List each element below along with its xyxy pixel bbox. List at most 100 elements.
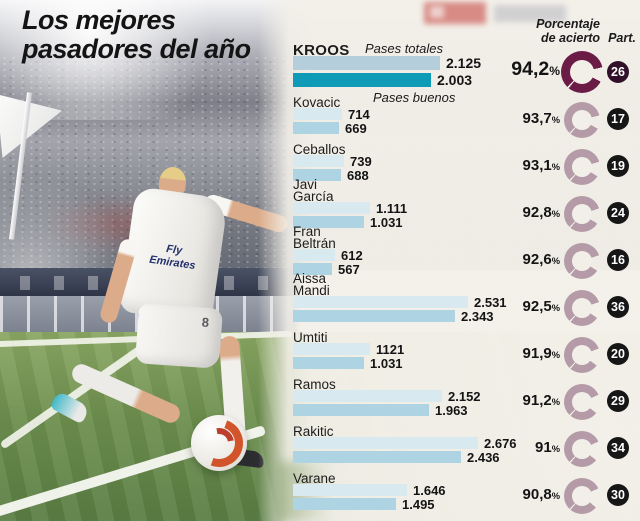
value-pases-buenos: 2.343 xyxy=(461,309,494,324)
value-pases-totales: 1.646 xyxy=(413,483,446,498)
shirt-sponsor-text: Fly Emirates xyxy=(125,238,221,277)
participation-badge: 19 xyxy=(607,155,629,177)
value-pases-totales: 714 xyxy=(348,107,370,122)
player-row: Ramos 2.152 1.963 91,2% 29 xyxy=(285,377,640,424)
value-pases-buenos: 2.003 xyxy=(437,72,473,88)
value-pases-totales: 2.125 xyxy=(446,55,482,71)
player-name: Umtiti xyxy=(293,329,328,345)
bar-pases-totales xyxy=(293,202,370,214)
player-shirt: Fly Emirates xyxy=(118,186,229,324)
bar-pases-buenos xyxy=(293,498,396,510)
accuracy-donut-icon xyxy=(564,478,600,514)
accuracy-header-line2: de acierto xyxy=(540,30,600,45)
legend-pases-totales: Pases totales xyxy=(364,41,443,56)
accuracy-percentage: 91,2% xyxy=(522,392,560,409)
bar-pases-buenos xyxy=(293,451,461,463)
bar-pases-buenos xyxy=(293,169,341,181)
donut-hole xyxy=(572,439,592,459)
accuracy-donut-icon xyxy=(564,337,600,373)
accuracy-donut-icon xyxy=(564,196,600,232)
bar-pases-totales xyxy=(293,296,468,308)
bar-pases-totales xyxy=(293,343,370,355)
player-name: Rakitic xyxy=(293,423,334,439)
player-name: Ceballos xyxy=(293,141,346,157)
donut-hole xyxy=(572,204,592,224)
accuracy-donut-icon xyxy=(561,51,603,93)
player-name: Javi García xyxy=(293,177,334,204)
player-row: Javi García 1.111 1.031 92,8% 24 xyxy=(285,178,640,236)
accuracy-percentage: 92,6% xyxy=(522,251,560,268)
player-name: Aissa Mandi xyxy=(293,271,330,298)
bar-pases-buenos xyxy=(293,310,455,322)
accuracy-percentage: 91,9% xyxy=(522,345,560,362)
player-name: Varane xyxy=(293,470,336,486)
title-line1: Los mejores xyxy=(22,5,176,35)
player-name: Ramos xyxy=(293,376,336,392)
donut-hole xyxy=(572,157,592,177)
accuracy-percentage: 92,8% xyxy=(522,204,560,221)
bar-pases-totales xyxy=(293,437,478,449)
bar-pases-totales xyxy=(293,108,342,120)
value-pases-buenos: 688 xyxy=(347,168,369,183)
bar-pases-totales xyxy=(293,249,335,261)
value-pases-buenos: 1.031 xyxy=(370,215,403,230)
bar-pases-totales xyxy=(293,390,442,402)
light-flare-top xyxy=(0,0,240,120)
player-row: Fran Beltrán 612 567 92,6% 16 xyxy=(285,225,640,283)
accuracy-percentage: 94,2% xyxy=(511,58,560,80)
accuracy-header-line1: Porcentaje xyxy=(536,17,600,31)
player-name: KROOS xyxy=(293,41,350,59)
legend-pases-buenos: Pases buenos xyxy=(373,90,456,105)
player-name: Fran Beltrán xyxy=(293,224,336,251)
accuracy-donut-icon xyxy=(564,290,600,326)
participation-badge: 26 xyxy=(607,61,629,83)
accuracy-percentage: 92,5% xyxy=(522,298,560,315)
accuracy-donut-icon xyxy=(564,384,600,420)
bar-pases-totales xyxy=(293,155,344,167)
bar-pases-totales xyxy=(293,56,440,70)
bar-pases-buenos xyxy=(293,357,364,369)
bar-pases-buenos xyxy=(293,216,364,228)
donut-hole xyxy=(572,298,592,318)
value-pases-buenos: 2.436 xyxy=(467,450,500,465)
participation-badge: 36 xyxy=(607,296,629,318)
player-row: Umtiti 1121 1.031 91,9% 20 xyxy=(285,330,640,377)
bar-pases-buenos xyxy=(293,73,431,87)
value-pases-buenos: 1.495 xyxy=(402,497,435,512)
scoreboard-blur-white xyxy=(430,6,444,18)
value-pases-buenos: 1.963 xyxy=(435,403,468,418)
accuracy-percentage: 91% xyxy=(535,439,560,456)
value-pases-totales: 2.531 xyxy=(474,295,507,310)
player-number: 8 xyxy=(201,314,210,331)
bar-pases-totales xyxy=(293,484,407,496)
accuracy-donut-icon xyxy=(564,431,600,467)
value-pases-totales: 612 xyxy=(341,248,363,263)
participation-badge: 16 xyxy=(607,249,629,271)
football xyxy=(187,411,251,475)
player-row: Varane 1.646 1.495 90,8% 30 xyxy=(285,471,640,518)
column-header-accuracy: Porcentaje de acierto xyxy=(485,17,600,45)
accuracy-percentage: 93,7% xyxy=(522,110,560,127)
value-pases-buenos: 1.031 xyxy=(370,356,403,371)
donut-hole xyxy=(570,60,594,84)
player-row: Kovacic 714 669 93,7% 17 xyxy=(285,95,640,142)
title-line2: pasadores del año xyxy=(22,34,251,64)
participation-badge: 17 xyxy=(607,108,629,130)
bar-chart: KROOS Pases totales Pases buenos 2.125 2… xyxy=(285,41,640,518)
bar-pases-buenos xyxy=(293,122,339,134)
player-shorts: 8 xyxy=(135,303,223,369)
participation-badge: 20 xyxy=(607,343,629,365)
value-pases-totales: 1.111 xyxy=(376,201,408,216)
bar-pases-buenos xyxy=(293,263,332,275)
bar-pases-buenos xyxy=(293,404,429,416)
participation-badge: 34 xyxy=(607,437,629,459)
player-row: Ceballos 739 688 93,1% 19 xyxy=(285,142,640,189)
scoreboard-blur-gray xyxy=(494,5,566,22)
player-row: Aissa Mandi 2.531 2.343 92,5% 36 xyxy=(285,272,640,330)
value-pases-totales: 2.152 xyxy=(448,389,481,404)
donut-hole xyxy=(572,345,592,365)
donut-hole xyxy=(572,486,592,506)
participation-badge: 24 xyxy=(607,202,629,224)
value-pases-totales: 739 xyxy=(350,154,372,169)
